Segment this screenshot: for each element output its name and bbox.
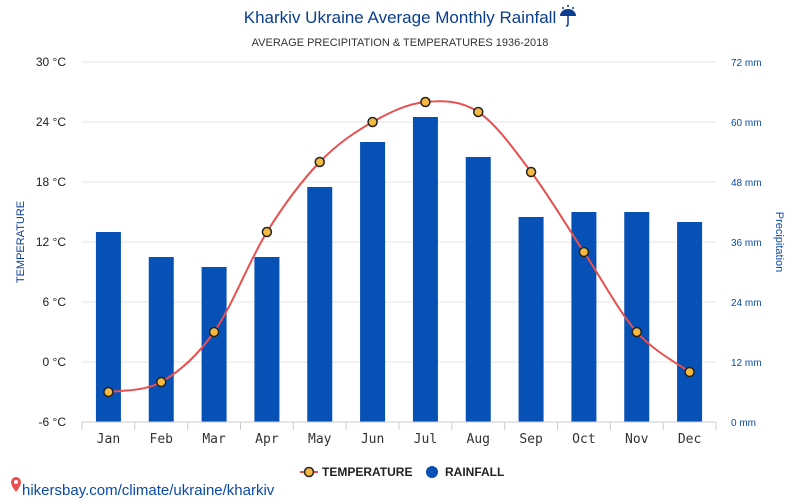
left-axis-title: TEMPERATURE: [15, 201, 27, 283]
temperature-point-mar[interactable]: [208, 326, 220, 338]
right-axis-ticks: 72 mm 60 mm 48 mm 36 mm 24 mm 12 mm 0 mm: [731, 58, 762, 429]
left-tick-label: 0 °C: [43, 355, 67, 369]
left-tick-label: 30 °C: [36, 55, 66, 69]
right-tick-label: 12 mm: [731, 358, 762, 369]
right-axis-title: Precipitation: [773, 212, 785, 273]
x-tick-label: Aug: [467, 432, 490, 447]
x-tick-label: Oct: [572, 432, 595, 447]
grid-lines: [82, 61, 716, 423]
rainfall-bar-dec[interactable]: [677, 222, 703, 422]
right-tick-label: 60 mm: [731, 118, 762, 129]
right-tick-label: 36 mm: [731, 238, 762, 249]
rainfall-bar-jun[interactable]: [360, 142, 386, 422]
x-tick-label: Apr: [255, 432, 279, 447]
rainfall-bar-jul[interactable]: [412, 117, 438, 422]
x-tick-label: Jan: [97, 432, 120, 447]
temperature-point-jun[interactable]: [367, 116, 378, 128]
umbrella-rain-icon: [560, 5, 576, 27]
legend-item-temperature[interactable]: TEMPERATURE: [300, 465, 412, 479]
right-tick-label: 24 mm: [731, 298, 762, 309]
rainfall-bar-oct[interactable]: [571, 212, 597, 422]
temperature-point-jul[interactable]: [420, 96, 431, 108]
temperature-point-oct[interactable]: [578, 246, 590, 258]
temperature-point-dec[interactable]: [684, 366, 695, 378]
source-link[interactable]: hikersbay.com/climate/ukraine/kharkiv: [11, 477, 275, 499]
rainfall-bar-may[interactable]: [307, 187, 333, 422]
temperature-point-sep[interactable]: [525, 166, 537, 178]
temperature-point-may[interactable]: [314, 156, 325, 168]
x-tick-label: Sep: [519, 432, 543, 447]
temperature-line: [108, 100, 691, 393]
chart-subtitle: AVERAGE PRECIPITATION & TEMPERATURES 193…: [252, 37, 549, 49]
temperature-point-aug[interactable]: [473, 106, 484, 118]
left-tick-label: 12 °C: [36, 235, 66, 249]
rainfall-bars: [95, 117, 703, 422]
temperature-point-apr[interactable]: [261, 226, 273, 238]
x-axis: Jan Feb Mar Apr May Jun Jul Aug Sep Oct Nov Dec: [81, 421, 717, 447]
x-tick-label: Feb: [150, 432, 174, 447]
left-tick-label: 6 °C: [43, 295, 67, 309]
x-tick-label: Nov: [625, 432, 649, 447]
left-axis-ticks: 30 °C 24 °C 18 °C 12 °C 6 °C 0 °C -6 °C: [36, 55, 66, 429]
rainfall-bar-sep[interactable]: [518, 217, 544, 422]
temperature-point-nov[interactable]: [631, 326, 642, 338]
source-url: hikersbay.com/climate/ukraine/kharkiv: [22, 482, 275, 499]
chart-title: Kharkiv Ukraine Average Monthly Rainfall: [244, 8, 556, 27]
rainfall-bar-aug[interactable]: [465, 157, 491, 422]
temperature-points: [103, 96, 695, 398]
x-tick-label: Dec: [678, 432, 701, 447]
rainfall-bar-feb[interactable]: [148, 257, 174, 422]
x-tick-label: Jul: [414, 432, 437, 447]
x-tick-label: May: [308, 432, 332, 447]
legend-label-temperature: TEMPERATURE: [322, 465, 412, 479]
right-tick-label: 72 mm: [731, 58, 762, 69]
right-tick-label: 0 mm: [731, 418, 756, 429]
left-tick-label: 18 °C: [36, 175, 66, 189]
temperature-point-feb[interactable]: [156, 376, 167, 388]
left-tick-label: -6 °C: [39, 415, 67, 429]
right-tick-label: 48 mm: [731, 178, 762, 189]
legend: TEMPERATURE RAINFALL: [300, 465, 504, 479]
rainfall-bar-nov[interactable]: [624, 212, 650, 422]
rainfall-bar-apr[interactable]: [254, 257, 280, 422]
left-tick-label: 24 °C: [36, 115, 66, 129]
legend-item-rainfall[interactable]: RAINFALL: [426, 465, 504, 479]
x-tick-label: Mar: [202, 432, 226, 447]
map-pin-icon: [11, 477, 21, 492]
temperature-point-jan[interactable]: [103, 386, 114, 398]
x-tick-label: Jun: [361, 432, 384, 447]
legend-label-rainfall: RAINFALL: [445, 465, 504, 479]
